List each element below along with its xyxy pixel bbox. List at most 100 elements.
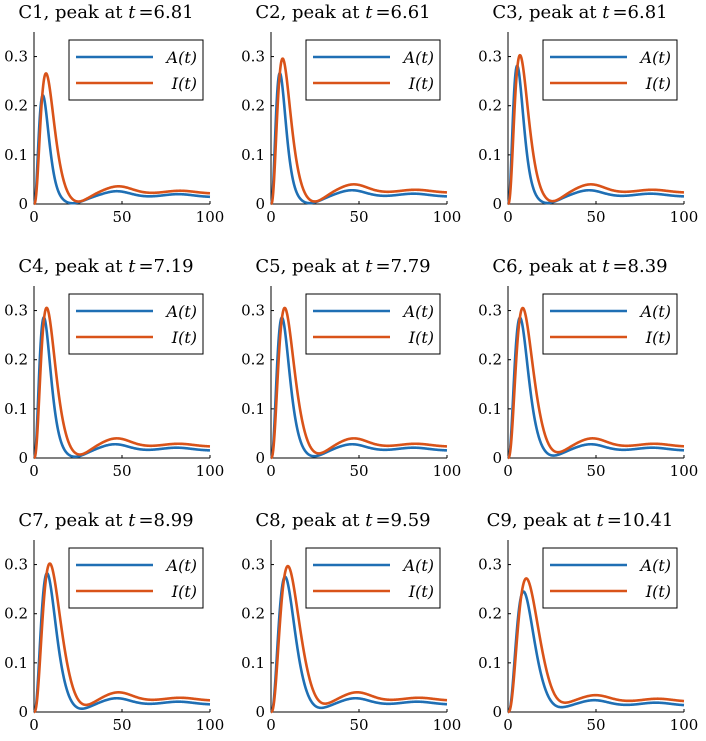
chart-title-prefix: C9, peak at [487,510,597,531]
series-line-i [270,306,448,460]
chart-panel-8: C8, peak at t =9.59 0 0.1 0.2 0.3 0 50 100 A(t) I(… [241,510,461,734]
chart-title-var: t [365,2,373,23]
y-tick-label: 0.3 [241,48,265,66]
chart-title: C1, peak at t =6.81 [18,2,193,23]
legend-box [68,547,204,609]
series-line-a [507,64,685,205]
chart-title: C3, peak at t =6.81 [492,2,667,23]
chart-title-var: t [128,256,136,277]
y-tick-label: 0.2 [4,605,28,623]
chart-title-value: =8.39 [612,256,667,277]
chart-title-var: t [128,510,136,531]
chart-title: C9, peak at t =10.41 [487,510,674,531]
chart-title-value: =7.19 [138,256,193,277]
y-tick-label: 0.1 [241,400,265,418]
legend: A(t) I(t) [305,39,441,101]
x-tick-label: 100 [196,462,225,480]
legend-label: I(t) [408,328,434,347]
chart-panel-9: C9, peak at t =10.41 0 0.1 0.2 0.3 0 50 100 A(t) I… [478,510,698,734]
y-tick-label: 0 [18,703,28,721]
y-tick-label: 0 [492,449,502,467]
y-tick-label: 0.2 [241,351,265,369]
legend-label: A(t) [165,302,197,321]
series-line-a [270,575,448,714]
x-tick-label: 50 [112,462,131,480]
series-line-i [270,564,448,714]
legend: A(t) I(t) [542,39,678,101]
x-tick-label: 0 [29,716,39,734]
legend-box [68,293,204,355]
legend: A(t) I(t) [68,547,204,609]
y-tick-label: 0.1 [4,146,28,164]
y-tick-label: 0.3 [4,556,28,574]
series-line-i [33,306,211,460]
legend-label: I(t) [171,74,197,93]
chart-title-prefix: C1, peak at [18,2,128,23]
chart-title-var: t [597,510,605,531]
chart-title: C2, peak at t =6.61 [255,2,430,23]
legend-label: I(t) [645,328,671,347]
y-tick-label: 0.2 [478,605,502,623]
legend-box [305,547,441,609]
chart-panel-5: C5, peak at t =7.79 0 0.1 0.2 0.3 0 50 100 A(t) I(… [241,256,461,480]
y-tick-label: 0 [255,703,265,721]
y-tick-label: 0.1 [4,654,28,672]
legend-label: I(t) [408,582,434,601]
y-tick-label: 0.1 [478,400,502,418]
series-line-a [507,316,685,460]
chart-panel-7: C7, peak at t =8.99 0 0.1 0.2 0.3 0 50 100 A(t) I(… [4,510,224,734]
chart-title-var: t [602,2,610,23]
series-line-a [33,316,211,459]
x-tick-label: 0 [266,462,276,480]
legend-label: A(t) [165,556,197,575]
x-tick-label: 50 [349,716,368,734]
y-tick-label: 0.3 [241,556,265,574]
legend-label: A(t) [165,48,197,67]
legend-box [305,293,441,355]
series-line-i [270,57,448,206]
x-tick-label: 100 [196,208,225,226]
legend: A(t) I(t) [68,293,204,355]
series-line-a [507,590,685,714]
x-tick-label: 0 [266,716,276,734]
x-tick-label: 50 [586,208,605,226]
series-line-i [33,562,211,714]
chart-title-value: =6.81 [138,2,193,23]
y-tick-label: 0.2 [478,351,502,369]
legend-label: I(t) [171,582,197,601]
legend-box [542,293,678,355]
chart-title-prefix: C8, peak at [255,510,365,531]
x-tick-label: 100 [670,462,699,480]
series-line-i [507,577,685,714]
y-tick-label: 0.3 [478,48,502,66]
x-tick-label: 100 [433,716,462,734]
chart-title-var: t [128,2,136,23]
chart-title-prefix: C5, peak at [255,256,365,277]
y-tick-label: 0.3 [241,302,265,320]
x-tick-label: 100 [433,462,462,480]
chart-title-value: =6.61 [375,2,430,23]
legend-box [305,39,441,101]
legend: A(t) I(t) [542,547,678,609]
x-tick-label: 0 [503,462,513,480]
y-tick-label: 0 [492,195,502,213]
y-tick-label: 0.3 [478,302,502,320]
chart-title-prefix: C2, peak at [255,2,365,23]
legend: A(t) I(t) [542,293,678,355]
chart-panel-6: C6, peak at t =8.39 0 0.1 0.2 0.3 0 50 100 A(t) I(… [478,256,698,480]
legend-label: I(t) [645,74,671,93]
legend-box [542,547,678,609]
legend-box [542,39,678,101]
y-tick-label: 0.1 [478,146,502,164]
y-tick-label: 0.3 [4,48,28,66]
series-line-a [33,93,211,205]
legend-label: A(t) [402,556,434,575]
chart-panel-1: C1, peak at t =6.81 0 0.1 0.2 0.3 0 50 100 A(t) I(… [4,2,224,226]
chart-title-prefix: C3, peak at [492,2,602,23]
y-tick-label: 0 [18,449,28,467]
chart-title: C8, peak at t =9.59 [255,510,430,531]
x-tick-label: 50 [586,716,605,734]
y-tick-label: 0.2 [4,351,28,369]
y-tick-label: 0.3 [478,556,502,574]
